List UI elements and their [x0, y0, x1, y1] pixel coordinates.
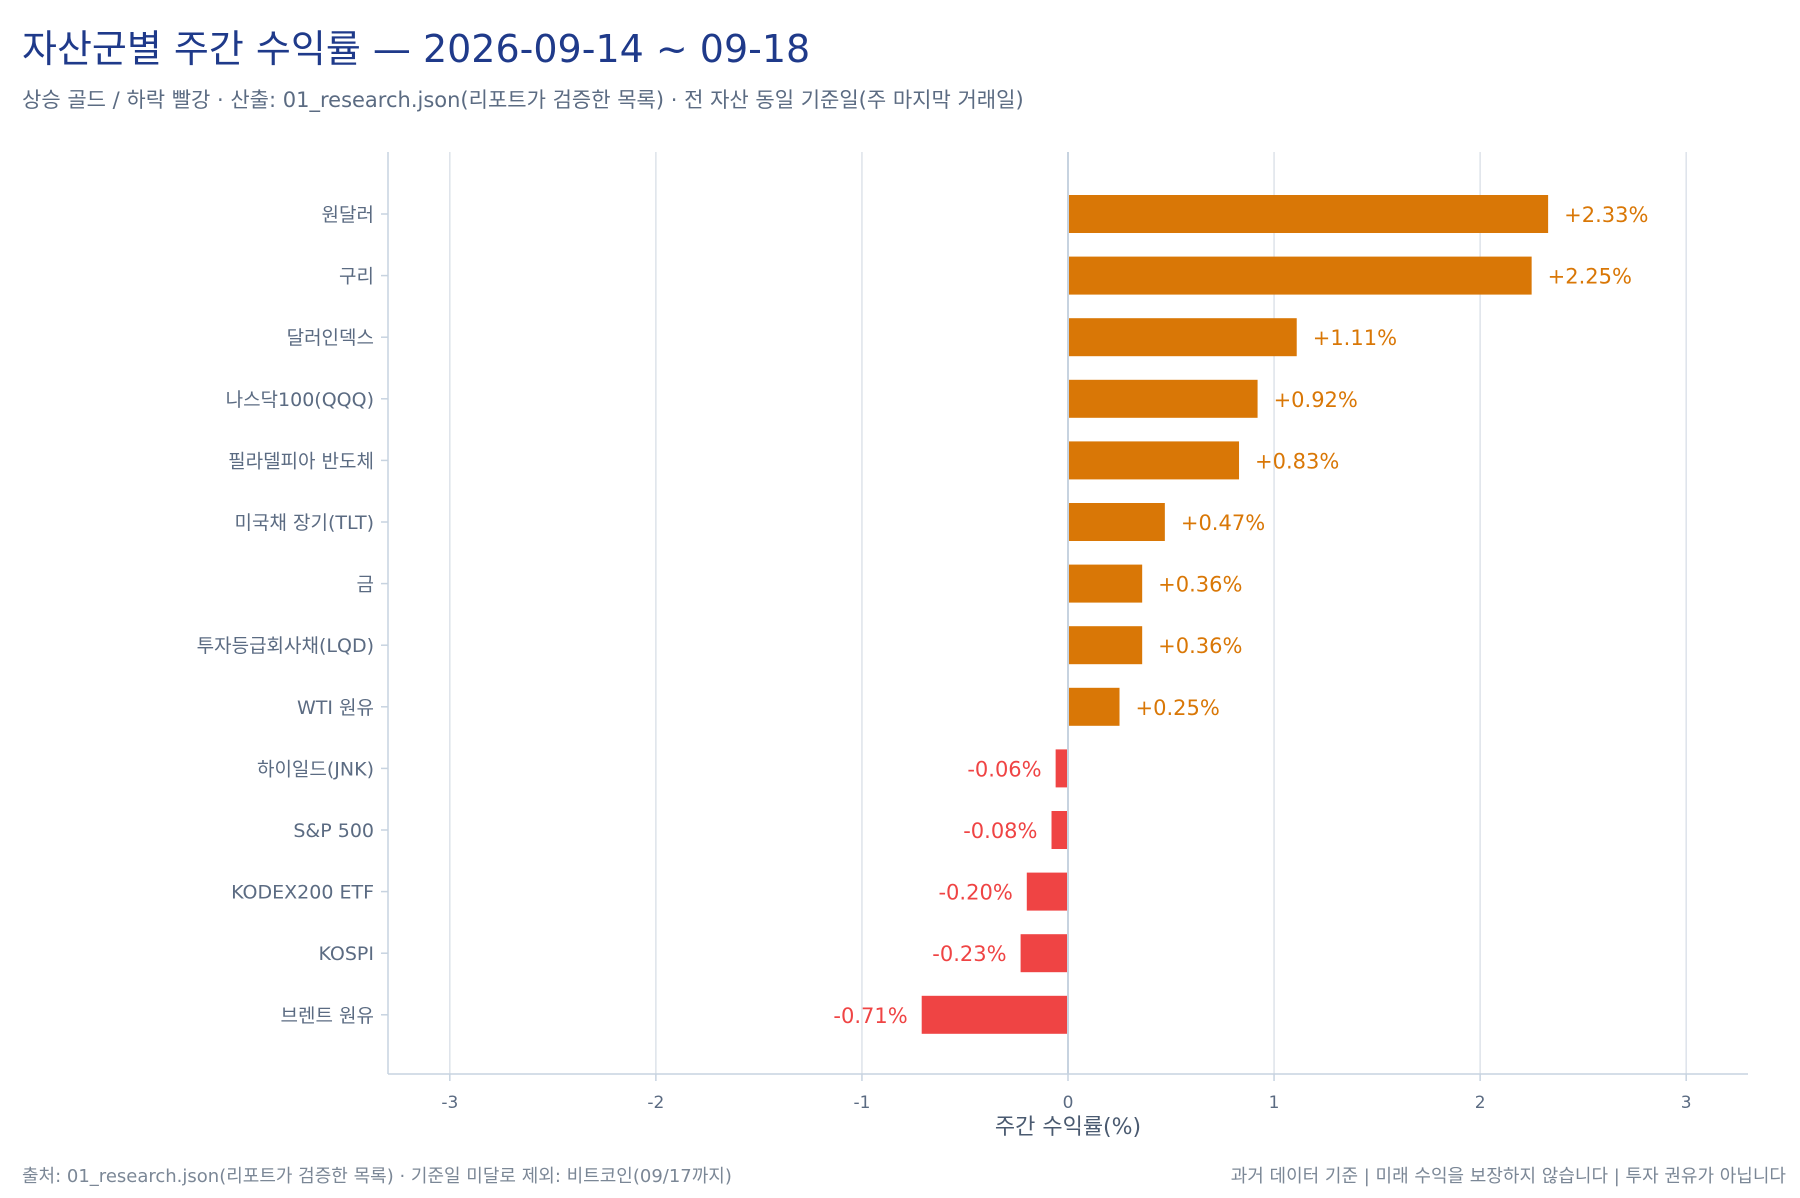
- category-label: 미국채 장기(TLT): [235, 512, 374, 534]
- grid-layer: [449, 152, 1687, 1074]
- bar: [921, 995, 1068, 1034]
- bar: [1055, 749, 1068, 788]
- bar: [1020, 934, 1068, 973]
- bar: [1026, 872, 1068, 911]
- value-label: +0.83%: [1255, 449, 1339, 473]
- category-label: KOSPI: [319, 943, 375, 965]
- bar: [1068, 564, 1143, 603]
- category-label: 금: [357, 574, 374, 596]
- x-tick-label: -2: [647, 1093, 664, 1113]
- bar: [1051, 811, 1068, 849]
- category-label: 원달러: [322, 204, 374, 226]
- value-label: +0.92%: [1274, 388, 1358, 412]
- bar: [1068, 318, 1297, 357]
- x-axis-title: 주간 수익률(%): [995, 1115, 1141, 1140]
- x-tick-label: 2: [1475, 1093, 1486, 1113]
- category-label: 구리: [339, 266, 374, 288]
- bar: [1068, 256, 1532, 295]
- x-tick-label: -1: [853, 1093, 870, 1113]
- value-label: +2.33%: [1564, 203, 1648, 227]
- label-layer: 원달러 +2.33% 구리 +2.25% 달러인덱스 +1.11% 나스닥100(QQQ) +…: [197, 152, 1648, 1074]
- category-label: 달러인덱스: [287, 327, 374, 349]
- value-label: +2.25%: [1548, 265, 1632, 289]
- category-label: 하이일드(JNK): [257, 758, 374, 780]
- category-label: 나스닥100(QQQ): [226, 389, 374, 411]
- value-label: +0.36%: [1158, 573, 1242, 597]
- value-label: +0.25%: [1136, 696, 1220, 720]
- value-label: +0.36%: [1158, 634, 1242, 658]
- bar: [1068, 441, 1240, 480]
- value-label: +0.47%: [1181, 511, 1265, 535]
- bar: [1068, 195, 1549, 233]
- footer-source-note: 출처: 01_research.json(리포트가 검증한 목록) · 기준일 …: [22, 1166, 732, 1187]
- value-label: -0.23%: [932, 942, 1006, 966]
- category-label: WTI 원유: [297, 697, 374, 719]
- bar: [1068, 626, 1143, 665]
- value-label: +1.11%: [1313, 326, 1397, 350]
- x-tick-label: -3: [441, 1093, 458, 1113]
- category-label: 브렌트 원유: [281, 1005, 374, 1027]
- value-label: -0.08%: [963, 819, 1037, 843]
- value-label: -0.20%: [938, 881, 1012, 905]
- category-label: KODEX200 ETF: [231, 882, 374, 904]
- footer-disclaimer: 과거 데이터 기준 | 미래 수익을 보장하지 않습니다 | 투자 권유가 아닙…: [1230, 1166, 1786, 1187]
- chart-subtitle: 상승 골드 / 하락 빨강 · 산출: 01_research.json(리포트…: [22, 88, 1024, 112]
- x-tick-label: 0: [1063, 1093, 1074, 1113]
- bar: [1068, 379, 1258, 418]
- x-tick-label: 3: [1681, 1093, 1692, 1113]
- value-label: -0.06%: [967, 757, 1041, 781]
- category-label: S&P 500: [293, 820, 374, 842]
- x-tick-label: 1: [1269, 1093, 1280, 1113]
- category-label: 필라델피아 반도체: [228, 450, 374, 472]
- bar: [1068, 687, 1120, 726]
- category-label: 투자등급회사채(LQD): [197, 635, 374, 657]
- value-label: -0.71%: [833, 1004, 907, 1028]
- chart-title: 자산군별 주간 수익률 — 2026-09-14 ~ 09-18: [22, 27, 811, 71]
- bar-layer: [921, 195, 1549, 1034]
- bar: [1068, 503, 1165, 541]
